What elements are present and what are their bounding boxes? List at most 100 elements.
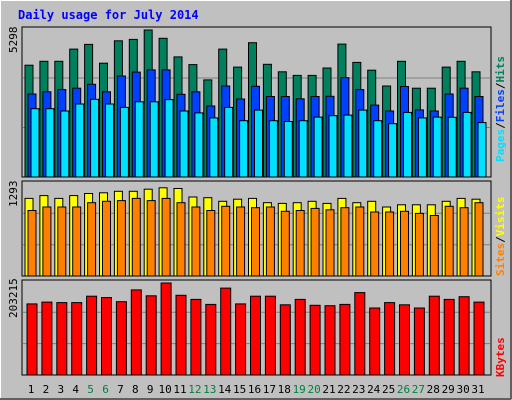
x-tick-label-day-24: 24 — [367, 383, 381, 396]
bar-sites-day-undefined — [385, 211, 395, 277]
x-tick-label-day-17: 17 — [263, 383, 276, 396]
bar-sites-day-undefined — [206, 210, 216, 277]
bar-sites-day-undefined — [57, 206, 67, 277]
legend-sep-3: / — [494, 236, 507, 243]
bar-kbytes-day-undefined — [26, 303, 38, 376]
bar-sites-day-undefined — [102, 200, 111, 277]
x-tick-label-day-7: 7 — [117, 383, 124, 396]
bar-sites-day-undefined — [444, 205, 454, 277]
bar-kbytes-day-undefined — [56, 302, 68, 376]
bar-pages-day-14 — [224, 106, 234, 178]
bar-kbytes-day-undefined — [71, 302, 83, 376]
bar-kbytes-day-undefined — [235, 303, 247, 376]
legend-sites: Sites — [494, 243, 507, 276]
bar-sites-day-undefined — [370, 211, 380, 277]
bar-pages-day-6 — [105, 103, 114, 178]
legend-sep-1: / — [494, 122, 507, 129]
bar-pages-day-20 — [313, 116, 323, 178]
bar-sites-day-undefined — [191, 206, 201, 277]
bar-sites-day-undefined — [161, 197, 171, 277]
bar-kbytes-day-undefined — [473, 301, 485, 376]
bar-kbytes-day-undefined — [160, 282, 172, 376]
bar-pages-day-26 — [403, 111, 412, 178]
bar-kbytes-day-undefined — [413, 307, 425, 376]
x-tick-label-day-3: 3 — [57, 383, 64, 396]
bar-kbytes-day-undefined — [294, 298, 306, 376]
x-tick-label-day-18: 18 — [278, 383, 291, 396]
x-tick-label-day-9: 9 — [147, 383, 154, 396]
x-tick-label-day-12: 12 — [188, 383, 201, 396]
bar-pages-day-15 — [239, 120, 249, 178]
bar-sites-day-undefined — [280, 210, 290, 277]
bar-pages-day-3 — [60, 110, 70, 178]
ymax-label-visits: 1293 — [7, 181, 20, 208]
x-tick-label-day-5: 5 — [87, 383, 94, 396]
x-tick-label-day-1: 1 — [28, 383, 35, 396]
legend-hits-files-pages: Pages/Files/Hits — [494, 56, 507, 162]
legend-files: Files — [494, 89, 507, 122]
x-tick-label-day-30: 30 — [456, 383, 469, 396]
bar-kbytes-day-undefined — [250, 295, 261, 376]
x-tick-label-day-21: 21 — [322, 383, 335, 396]
x-tick-label-day-20: 20 — [307, 383, 320, 396]
bar-sites-day-undefined — [236, 206, 246, 277]
bar-sites-day-undefined — [355, 206, 365, 277]
bar-pages-day-23 — [358, 109, 368, 178]
bar-kbytes-day-undefined — [86, 295, 98, 376]
bar-sites-day-undefined — [221, 205, 231, 277]
bar-kbytes-day-undefined — [384, 302, 396, 376]
bar-pages-day-31 — [477, 122, 487, 178]
bar-sites-day-undefined — [310, 207, 320, 277]
bar-sites-day-undefined — [72, 206, 82, 277]
bar-sites-day-undefined — [325, 209, 335, 277]
ymax-label-hits: 5298 — [7, 27, 20, 54]
x-tick-label-day-8: 8 — [132, 383, 139, 396]
bar-sites-day-undefined — [27, 210, 37, 277]
legend-hits: Hits — [494, 56, 507, 83]
bar-sites-day-undefined — [87, 202, 97, 277]
x-tick-label-day-23: 23 — [352, 383, 365, 396]
bar-pages-day-19 — [298, 120, 308, 178]
x-tick-label-day-11: 11 — [173, 383, 186, 396]
x-tick-label-day-29: 29 — [442, 383, 455, 396]
bar-pages-day-12 — [194, 112, 204, 178]
x-tick-label-day-16: 16 — [248, 383, 261, 396]
bar-pages-day-30 — [462, 111, 472, 178]
bar-kbytes-day-undefined — [205, 303, 217, 376]
bar-kbytes-day-undefined — [324, 305, 336, 376]
x-axis-labels: 1 2 3 4 5 6 7 8 9 10 11 12 13 14 15 16 17 18 19 20 21 22 23 24 2… — [28, 383, 485, 396]
legend-sep-2: / — [494, 82, 507, 89]
x-tick-label-day-15: 15 — [233, 383, 246, 396]
bar-pages-day-28 — [432, 116, 442, 178]
bar-pages-day-5 — [90, 98, 100, 178]
bar-kbytes-day-undefined — [339, 303, 351, 376]
bar-pages-day-8 — [134, 101, 144, 178]
bar-pages-day-13 — [209, 117, 219, 178]
bar-sites-day-undefined — [429, 215, 439, 277]
chart-title: Daily usage for July 2014 — [18, 8, 199, 22]
bar-sites-day-undefined — [459, 207, 469, 277]
ymax-label-kbytes: 203215 — [7, 278, 20, 318]
bar-pages-day-16 — [254, 109, 263, 178]
bar-kbytes-day-undefined — [309, 304, 321, 376]
x-tick-label-day-27: 27 — [412, 383, 425, 396]
bar-kbytes-day-undefined — [101, 297, 112, 376]
bar-pages-day-9 — [149, 101, 159, 178]
bar-sites-day-undefined — [295, 210, 305, 277]
x-tick-label-day-4: 4 — [72, 383, 79, 396]
bar-pages-day-27 — [417, 117, 427, 178]
x-tick-label-day-28: 28 — [427, 383, 440, 396]
bar-kbytes-day-undefined — [354, 292, 366, 376]
legend-sites-visits: Sites/Visits — [494, 197, 507, 277]
bar-kbytes-day-undefined — [41, 301, 53, 376]
x-tick-label-day-26: 26 — [397, 383, 410, 396]
bar-pages-day-21 — [328, 115, 338, 178]
bar-sites-day-undefined — [414, 212, 424, 277]
bar-sites-day-undefined — [400, 210, 409, 277]
bar-sites-day-undefined — [265, 206, 275, 277]
x-tick-label-day-2: 2 — [43, 383, 50, 396]
x-tick-label-day-13: 13 — [203, 383, 216, 396]
x-tick-label-day-6: 6 — [102, 383, 109, 396]
bar-kbytes-day-undefined — [369, 307, 381, 376]
